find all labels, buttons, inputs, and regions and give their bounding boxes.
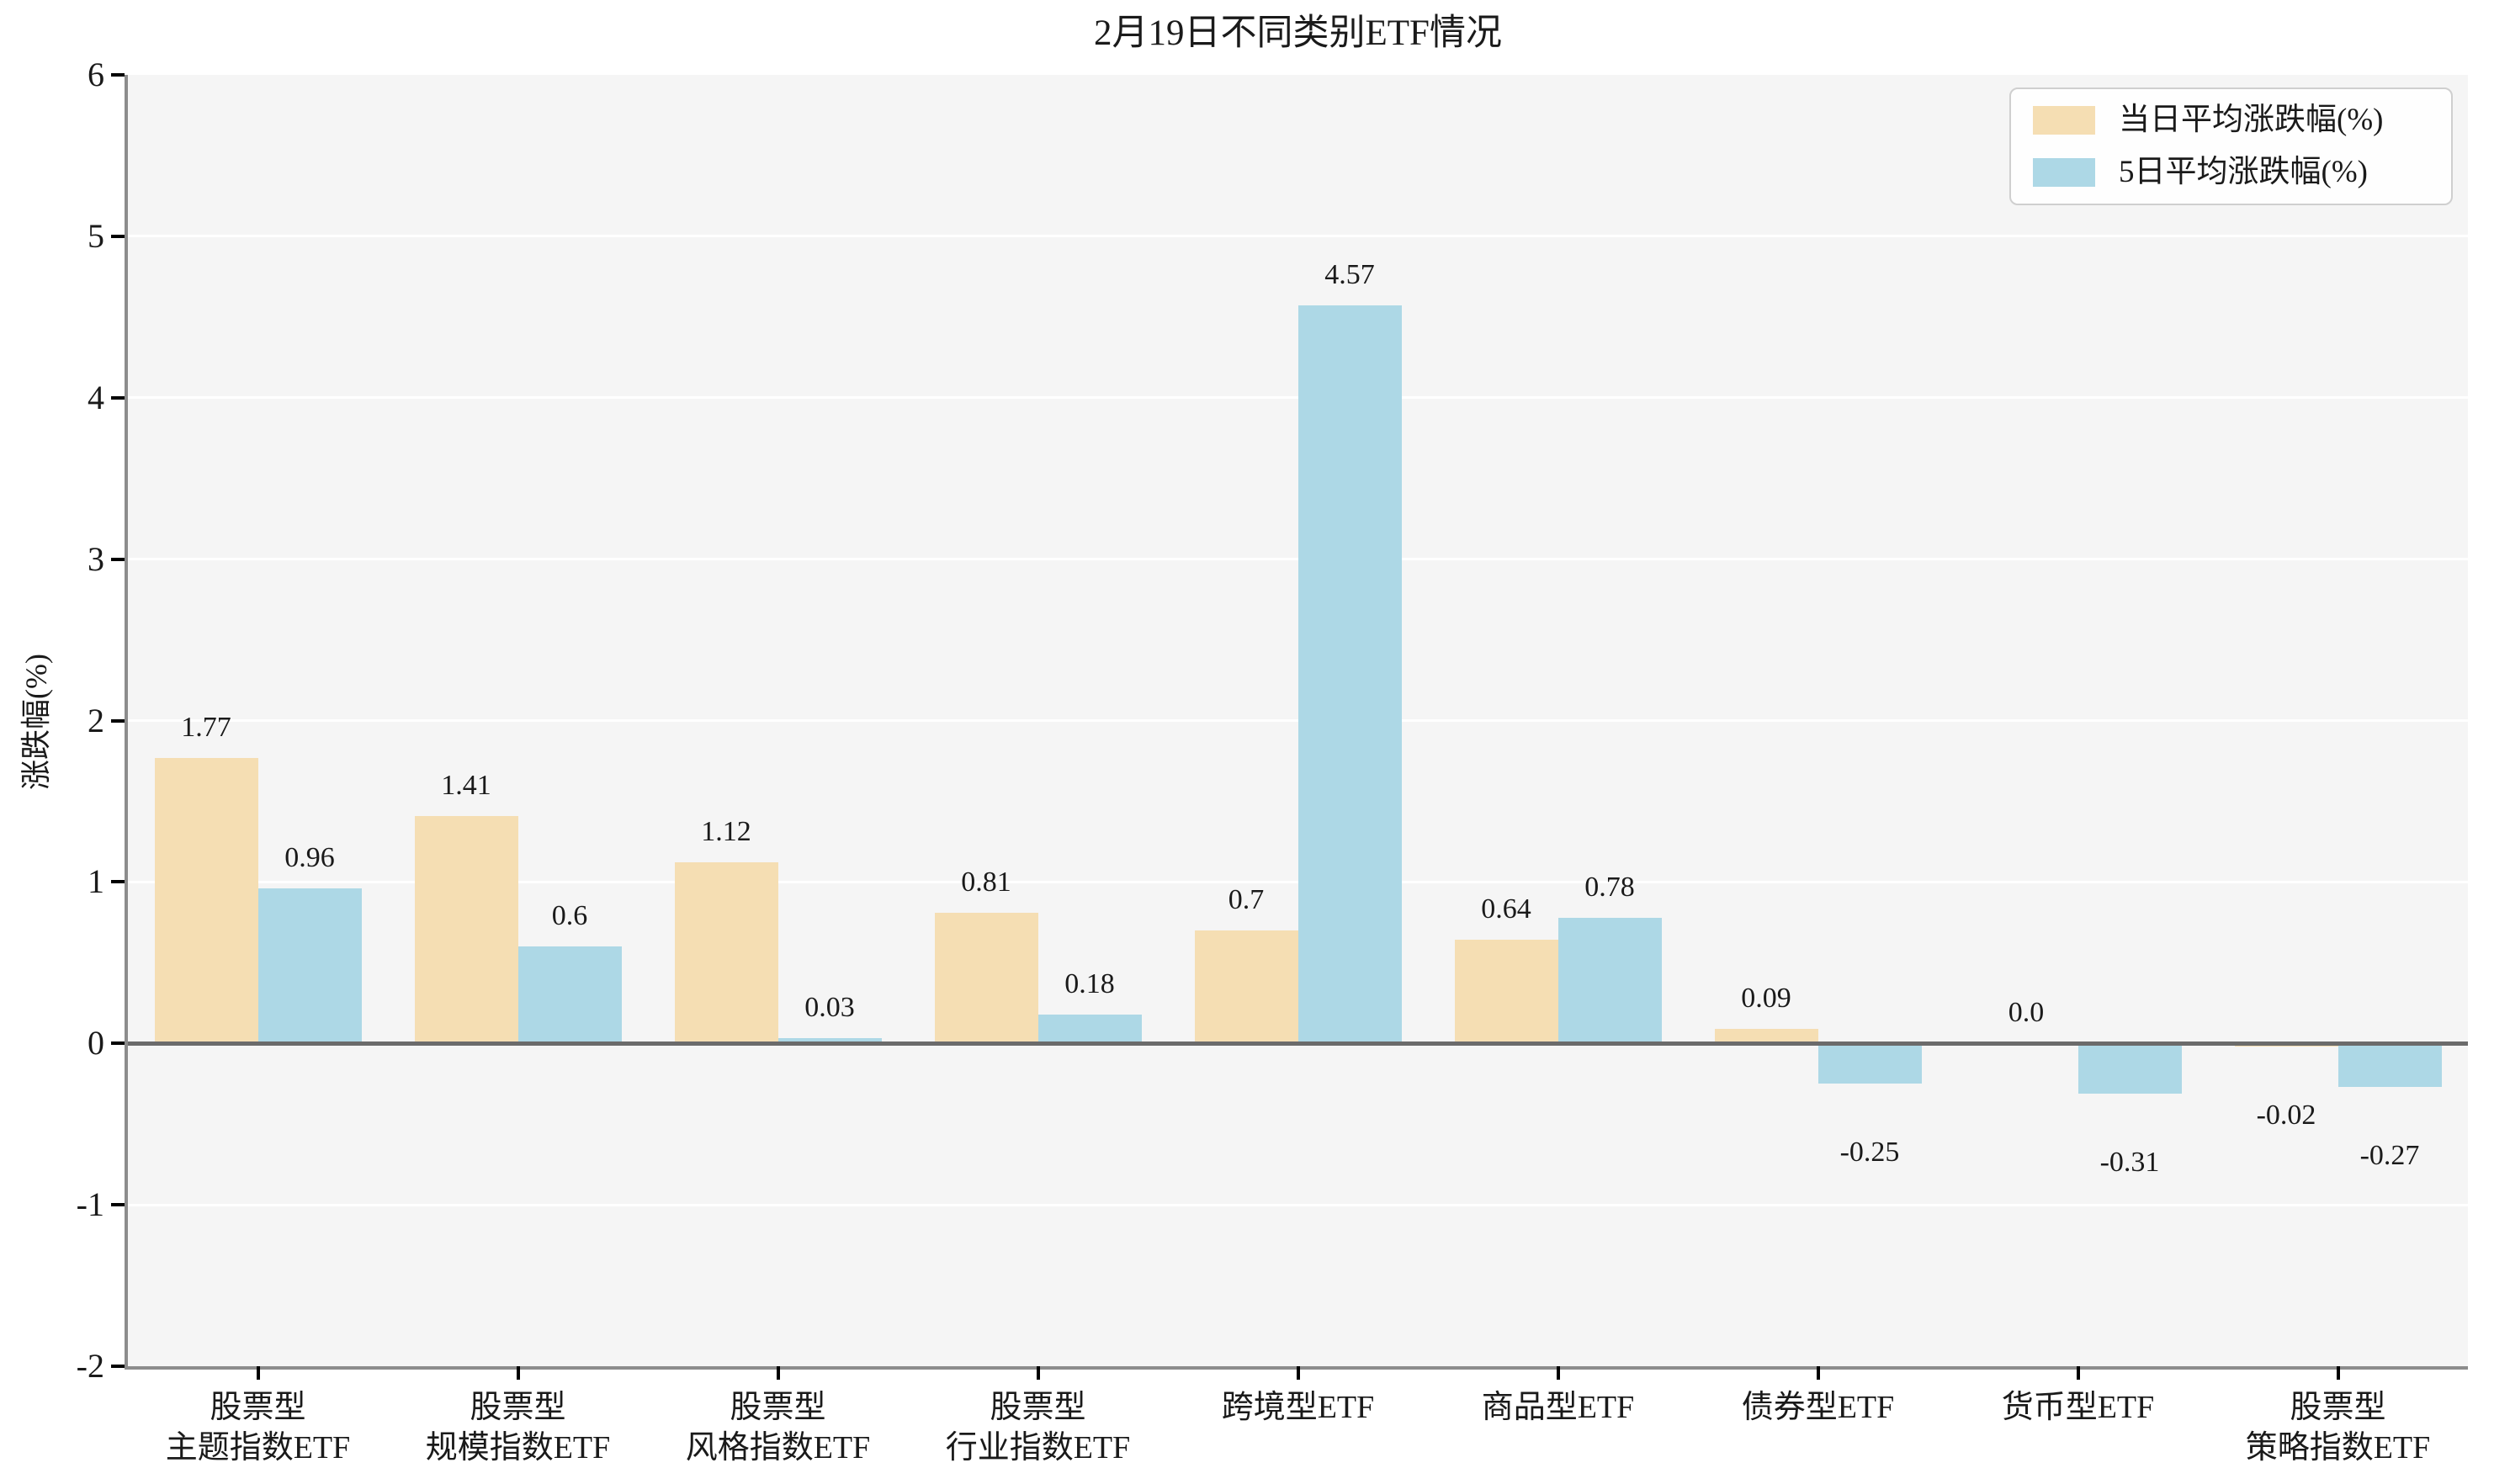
x-tick-mark-5 <box>1556 1366 1560 1380</box>
bar-value-label-5day-7: -0.31 <box>2099 1146 2160 1178</box>
bar-value-label-daily-8: -0.02 <box>2256 1100 2316 1132</box>
chart-title: 2月19日不同类别ETF情况 <box>1094 13 1502 53</box>
bar-value-label-daily-2: 1.12 <box>701 816 751 848</box>
gridline-y-5 <box>128 235 2468 238</box>
y-axis-spine <box>125 75 128 1370</box>
bar-5day-5 <box>1557 917 1662 1044</box>
bar-value-label-5day-1: 0.6 <box>551 900 588 932</box>
y-tick-label--2: -2 <box>76 1347 104 1385</box>
x-tick-mark-6 <box>1816 1366 1820 1380</box>
x-tick-label-7: 货币型ETF <box>2001 1390 2155 1425</box>
bar-value-label-5day-6: -0.25 <box>1839 1137 1900 1169</box>
x-tick-label-3: 股票型 行业指数ETF <box>945 1390 1131 1465</box>
y-tick-mark-3 <box>111 557 125 561</box>
bar-5day-0 <box>257 888 362 1044</box>
legend: 当日平均涨跌幅(%) 5日平均涨跌幅(%) <box>2009 87 2453 205</box>
bar-value-label-daily-0: 1.77 <box>181 711 231 743</box>
x-tick-mark-0 <box>256 1366 260 1380</box>
x-tick-mark-1 <box>516 1366 520 1380</box>
x-tick-label-8: 股票型 策略指数ETF <box>2245 1390 2431 1465</box>
legend-item-daily: 当日平均涨跌幅(%) <box>2033 103 2451 137</box>
bar-value-label-5day-5: 0.78 <box>1584 871 1635 903</box>
x-tick-label-0: 股票型 主题指数ETF <box>165 1390 351 1465</box>
x-tick-mark-8 <box>2336 1366 2340 1380</box>
y-tick-mark-0 <box>111 1041 125 1046</box>
bar-daily-5 <box>1454 940 1558 1044</box>
legend-swatch-5day <box>2033 158 2095 187</box>
bar-5day-8 <box>2337 1043 2442 1088</box>
y-tick-mark--2 <box>111 1365 125 1368</box>
bar-5day-6 <box>1817 1043 1922 1084</box>
y-tick-label-1: 1 <box>88 862 104 901</box>
bar-value-label-daily-7: 0.0 <box>2008 997 2045 1029</box>
bar-value-label-daily-4: 0.7 <box>1228 883 1265 915</box>
legend-item-5day: 5日平均涨跌幅(%) <box>2033 156 2451 189</box>
zero-line <box>128 1041 2468 1046</box>
bar-value-label-daily-6: 0.09 <box>1741 982 1791 1014</box>
y-tick-mark-5 <box>111 234 125 238</box>
legend-label-5day: 5日平均涨跌幅(%) <box>2119 155 2368 189</box>
bar-5day-2 <box>777 1038 882 1044</box>
x-tick-mark-4 <box>1296 1366 1300 1380</box>
bar-5day-3 <box>1037 1014 1142 1044</box>
y-tick-label-5: 5 <box>88 216 104 255</box>
legend-label-daily: 当日平均涨跌幅(%) <box>2119 103 2384 137</box>
bar-daily-6 <box>1714 1028 1818 1044</box>
bar-value-label-5day-4: 4.57 <box>1324 259 1375 291</box>
y-tick-mark--1 <box>111 1203 125 1207</box>
y-tick-label-0: 0 <box>88 1024 104 1063</box>
bar-daily-0 <box>154 757 258 1044</box>
x-tick-label-5: 商品型ETF <box>1481 1390 1635 1425</box>
bar-5day-7 <box>2077 1043 2182 1094</box>
x-tick-mark-7 <box>2076 1366 2080 1380</box>
legend-swatch-daily <box>2033 106 2095 135</box>
x-tick-label-1: 股票型 规模指数ETF <box>425 1390 611 1465</box>
y-tick-label-2: 2 <box>88 701 104 739</box>
y-tick-label-4: 4 <box>88 378 104 416</box>
bar-daily-3 <box>934 912 1038 1044</box>
x-tick-mark-3 <box>1036 1366 1040 1380</box>
bar-daily-4 <box>1194 930 1298 1044</box>
bar-value-label-5day-0: 0.96 <box>284 842 335 874</box>
y-tick-mark-2 <box>111 718 125 723</box>
bar-value-label-5day-3: 0.18 <box>1064 967 1115 999</box>
plot-area: -2 -1 0 1 2 3 4 5 6 股票型 主题指数ETF 1.77 0.96 股票型 规模指数ETF 1… <box>77 56 2468 1465</box>
x-tick-mark-2 <box>776 1366 780 1380</box>
x-tick-label-2: 股票型 风格指数ETF <box>685 1390 871 1465</box>
y-tick-label--1: -1 <box>76 1185 104 1224</box>
y-tick-label-6: 6 <box>88 56 104 93</box>
bar-5day-1 <box>517 946 622 1044</box>
y-tick-mark-1 <box>111 880 125 884</box>
x-tick-label-4: 跨境型ETF <box>1221 1390 1375 1425</box>
bar-value-label-daily-5: 0.64 <box>1481 893 1531 925</box>
bar-daily-2 <box>674 862 778 1044</box>
x-tick-label-6: 债券型ETF <box>1741 1390 1895 1425</box>
bar-value-label-daily-1: 1.41 <box>441 769 491 801</box>
bar-value-label-5day-2: 0.03 <box>804 992 855 1024</box>
bar-value-label-5day-8: -0.27 <box>2359 1140 2420 1172</box>
bar-value-label-daily-3: 0.81 <box>961 866 1011 898</box>
y-tick-mark-6 <box>111 73 125 77</box>
y-tick-label-3: 3 <box>88 539 104 578</box>
y-tick-mark-4 <box>111 395 125 400</box>
bar-daily-1 <box>414 815 518 1044</box>
gridline-y--1 <box>128 1203 2468 1206</box>
bar-5day-4 <box>1297 305 1402 1044</box>
